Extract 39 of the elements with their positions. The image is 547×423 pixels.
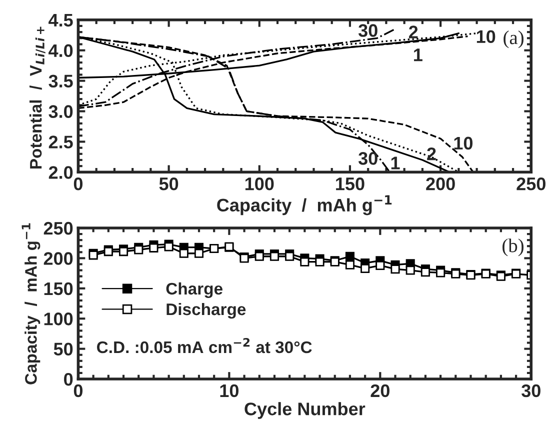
y-tick-label: 3.5	[48, 74, 73, 88]
y-tick-label: 2.5	[48, 136, 73, 148]
annotation: 10	[476, 30, 496, 43]
legend-label: Discharge	[166, 302, 246, 319]
x-tick-label: 150	[336, 178, 364, 190]
annotation: (b)	[502, 238, 524, 256]
x-tick-label: 10	[220, 384, 238, 398]
annotation: 30	[358, 152, 378, 165]
annotation: 10	[454, 136, 472, 150]
y-tick-label: 150	[44, 282, 73, 296]
annotation: 2	[427, 147, 436, 160]
y-tick-label: 0	[64, 372, 73, 386]
x-tick-label: 250	[516, 178, 546, 190]
annotation: 30	[358, 24, 378, 37]
x-axis-title: Cycle Number	[244, 402, 366, 419]
annotation: 2	[408, 26, 418, 38]
legend-label: Charge	[166, 282, 222, 298]
y-axis-title: Potential / V$_{Li/Li+}$	[29, 26, 46, 168]
x-tick-label: 0	[74, 384, 82, 398]
annotation: C.D. :0.05 mA cm$^{−2}$ at 30°C	[97, 338, 312, 354]
x-tick-label: 100	[245, 178, 274, 190]
y-tick-label: 250	[44, 222, 73, 235]
y-tick-label: 2.0	[48, 166, 73, 179]
y-tick-label: 3.0	[48, 105, 73, 118]
annotation: 1	[414, 48, 422, 62]
annotation: 1	[391, 156, 400, 170]
y-tick-label: 4.5	[48, 14, 73, 27]
x-tick-label: 50	[159, 178, 178, 190]
annotation: (a)	[504, 30, 524, 48]
y-axis-title: Capacity / mAh g$^{−1}$	[22, 223, 40, 384]
y-tick-label: 100	[44, 312, 73, 326]
y-tick-label: 50	[54, 342, 73, 356]
x-axis-title: Capacity / mAh g$^{−1}$	[217, 195, 392, 216]
y-tick-label: 4.0	[48, 44, 73, 58]
x-tick-label: 20	[370, 384, 390, 398]
x-tick-label: 200	[426, 178, 455, 190]
x-tick-label: 0	[74, 178, 82, 190]
x-tick-label: 30	[522, 384, 540, 398]
y-tick-label: 200	[44, 252, 73, 265]
